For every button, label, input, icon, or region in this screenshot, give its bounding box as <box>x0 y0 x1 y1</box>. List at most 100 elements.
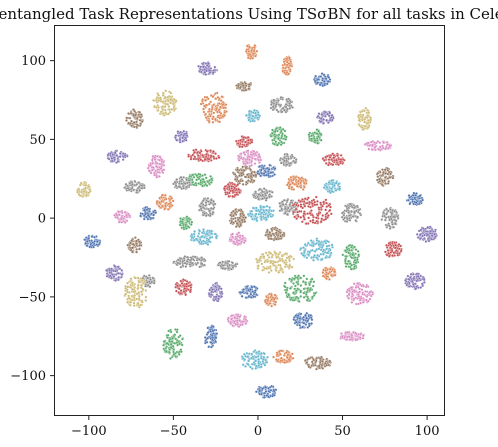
point <box>240 218 244 222</box>
point <box>88 245 92 249</box>
point <box>203 212 206 216</box>
point <box>85 193 88 197</box>
point <box>79 181 83 185</box>
point <box>212 155 216 159</box>
cluster-20 <box>278 152 298 167</box>
point <box>279 140 283 144</box>
cluster-4 <box>235 81 253 92</box>
point <box>310 137 313 141</box>
point <box>201 199 205 203</box>
point <box>316 200 319 203</box>
point <box>367 147 371 151</box>
point <box>157 174 161 178</box>
point <box>325 247 328 251</box>
point <box>125 219 129 223</box>
point <box>135 239 139 243</box>
point <box>317 243 321 247</box>
point <box>255 209 258 213</box>
point <box>182 175 186 179</box>
point <box>197 172 201 176</box>
point <box>249 295 253 299</box>
point <box>251 119 255 123</box>
point <box>250 171 254 175</box>
point <box>418 194 422 198</box>
cluster-53 <box>172 255 207 269</box>
point <box>257 258 261 262</box>
point <box>201 98 205 101</box>
point <box>273 142 276 146</box>
point <box>274 226 277 230</box>
point <box>117 271 121 275</box>
cluster-45 <box>340 202 363 223</box>
point <box>202 180 206 184</box>
point <box>232 214 235 218</box>
point <box>154 164 158 168</box>
point <box>287 209 291 213</box>
point <box>159 167 163 170</box>
point <box>198 229 202 233</box>
point <box>428 229 432 233</box>
point <box>275 255 279 259</box>
point <box>219 287 223 291</box>
cluster-19 <box>236 149 263 168</box>
point <box>160 193 164 197</box>
point <box>354 219 358 222</box>
point <box>238 145 242 149</box>
point <box>346 259 350 263</box>
point <box>221 264 225 267</box>
point <box>326 272 330 276</box>
point <box>308 287 312 291</box>
point <box>120 273 124 276</box>
point <box>199 202 203 205</box>
point <box>238 86 242 90</box>
point <box>350 245 353 249</box>
point <box>194 181 198 185</box>
point <box>397 243 401 246</box>
point <box>202 110 206 114</box>
point <box>285 199 289 202</box>
point <box>201 184 204 188</box>
point <box>426 225 430 229</box>
point <box>353 210 356 214</box>
point <box>161 91 165 95</box>
point <box>206 196 210 200</box>
point <box>309 239 313 243</box>
point <box>245 292 249 295</box>
point <box>163 108 167 112</box>
point <box>367 111 371 114</box>
point <box>188 284 192 288</box>
point <box>236 183 240 187</box>
point <box>280 110 284 114</box>
point <box>302 200 306 204</box>
point <box>181 218 185 221</box>
point <box>266 214 270 218</box>
point <box>320 258 324 261</box>
point <box>239 223 243 227</box>
point <box>126 243 130 247</box>
cluster-7 <box>269 95 295 114</box>
point <box>281 66 285 70</box>
point <box>238 191 241 194</box>
point <box>221 260 224 264</box>
point <box>108 274 112 278</box>
point <box>239 156 243 160</box>
point <box>306 241 310 245</box>
point <box>281 233 285 237</box>
point <box>132 120 136 124</box>
point <box>303 178 307 181</box>
point <box>280 207 284 211</box>
point <box>314 195 318 199</box>
point <box>337 163 340 167</box>
point <box>369 140 373 144</box>
point <box>267 233 271 237</box>
point <box>138 110 142 114</box>
point <box>283 281 287 285</box>
point <box>252 194 256 198</box>
point <box>156 170 160 174</box>
point <box>167 94 171 98</box>
point <box>199 205 203 208</box>
point <box>244 166 248 170</box>
point <box>364 106 368 110</box>
cluster-21 <box>321 152 346 167</box>
point <box>158 162 162 166</box>
